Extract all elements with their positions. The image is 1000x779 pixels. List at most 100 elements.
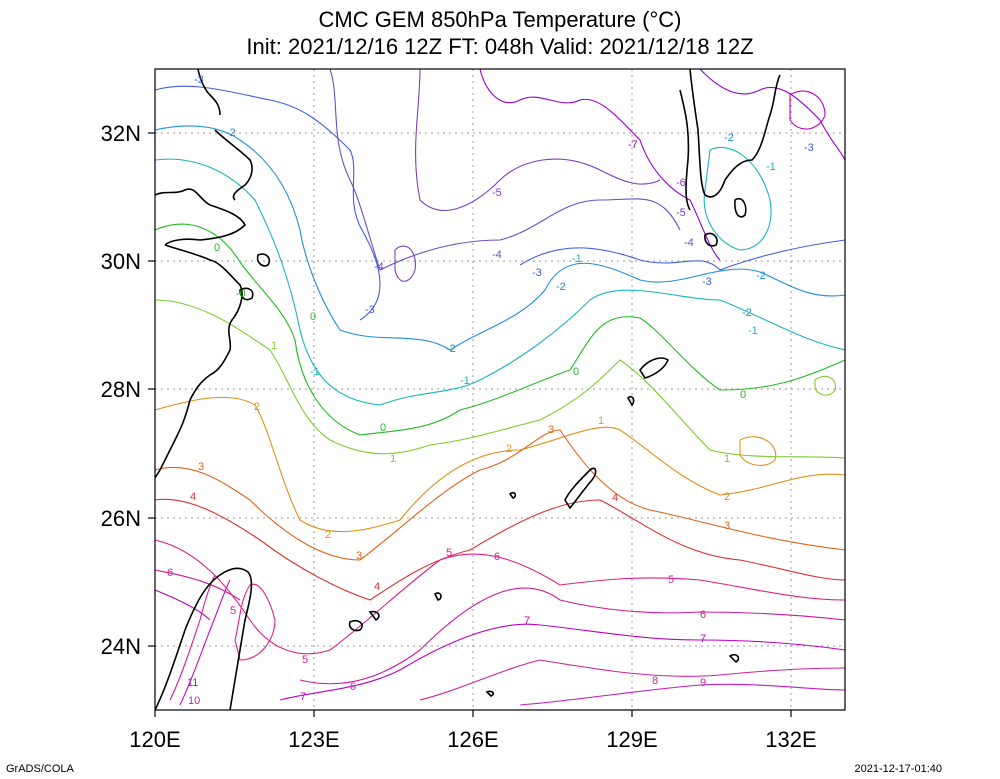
coast-china-mainland (155, 69, 253, 479)
svg-text:6: 6 (700, 609, 706, 621)
svg-text:-2: -2 (724, 132, 734, 144)
y-tick-24n: 24N (101, 634, 141, 659)
contour-minus-1 (155, 158, 845, 406)
svg-text:6: 6 (494, 551, 500, 563)
svg-text:6: 6 (167, 567, 173, 579)
svg-text:3: 3 (548, 424, 554, 436)
svg-text:4: 4 (374, 581, 380, 593)
svg-text:5: 5 (230, 605, 236, 617)
contour-six (155, 569, 845, 685)
footer-software-label: GrADS/COLA (6, 763, 74, 775)
svg-text:-3: -3 (532, 267, 542, 279)
coast-amami (639, 357, 669, 379)
title-line-1: CMC GEM 850hPa Temperature (°C) (318, 7, 682, 32)
svg-text:7: 7 (700, 633, 706, 645)
contour-upper-violet (329, 69, 681, 271)
contour-taiwan-dense-1 (169, 574, 216, 701)
contour-closed-1 (703, 146, 772, 251)
svg-text:0: 0 (380, 422, 386, 434)
svg-text:-6: -6 (676, 177, 686, 189)
svg-text:-2: -2 (446, 343, 456, 355)
svg-text:1: 1 (390, 453, 396, 465)
svg-text:-4: -4 (684, 237, 694, 249)
coast-kyushu-west (679, 89, 691, 211)
svg-text:-0: -0 (236, 288, 246, 300)
svg-text:7: 7 (524, 615, 530, 627)
x-tick-126e: 126E (447, 727, 498, 752)
contour-four (155, 498, 845, 601)
svg-text:5: 5 (446, 547, 452, 559)
svg-text:-3: -3 (702, 276, 712, 288)
contour-labels: -3 -2 0 -0 0 1 -1 2 3 4 6 5 11 10 5 6 7 … (167, 74, 814, 707)
svg-text:-5: -5 (492, 187, 502, 199)
svg-text:-2: -2 (756, 270, 766, 282)
svg-text:-7: -7 (628, 139, 638, 151)
contour-upper-indigo (415, 69, 661, 211)
svg-text:4: 4 (190, 491, 196, 503)
svg-text:-3: -3 (194, 74, 204, 86)
coast-kyushu (689, 69, 781, 198)
svg-text:-1: -1 (460, 375, 470, 387)
svg-text:9: 9 (700, 677, 706, 689)
title-line-2: Init: 2021/12/16 12Z FT: 048h Valid: 202… (246, 34, 754, 59)
svg-text:-3: -3 (804, 142, 814, 154)
coast-tanegashima (704, 197, 747, 247)
svg-text:0: 0 (214, 242, 220, 254)
x-tick-120e: 120E (129, 727, 180, 752)
y-tick-26n: 26N (101, 506, 141, 531)
svg-text:-3: -3 (365, 304, 375, 316)
coast-okinawa (564, 467, 597, 510)
coast-small-islands (348, 395, 740, 697)
svg-text:6: 6 (350, 681, 356, 693)
svg-text:1: 1 (598, 415, 604, 427)
coast-china-islands (239, 253, 271, 301)
svg-text:2: 2 (254, 401, 260, 413)
contour-eight (419, 659, 845, 701)
svg-text:2: 2 (724, 491, 730, 503)
svg-text:5: 5 (302, 654, 308, 666)
svg-text:2: 2 (325, 529, 331, 541)
svg-text:-5: -5 (676, 207, 686, 219)
x-tick-132e: 132E (765, 727, 816, 752)
contour-nine (519, 683, 845, 706)
contour-taiwan-dense-3 (234, 583, 276, 661)
contour-minus-2 (155, 125, 845, 351)
contour-zero (155, 223, 845, 436)
contour-upper-purple (479, 69, 845, 261)
tick-marks (148, 132, 792, 717)
svg-text:0: 0 (573, 366, 579, 378)
svg-text:0: 0 (740, 389, 746, 401)
svg-text:3: 3 (724, 520, 730, 532)
contour-closed-5 (739, 436, 777, 466)
svg-text:3: 3 (198, 461, 204, 473)
svg-text:7: 7 (300, 691, 306, 703)
y-tick-32n: 32N (101, 121, 141, 146)
y-tick-30n: 30N (101, 249, 141, 274)
contour-taiwan-dense-2 (179, 579, 231, 706)
svg-text:-2: -2 (742, 307, 752, 319)
contour-closed-4 (394, 245, 416, 282)
contour-closed-3 (814, 375, 836, 396)
x-tick-123e: 123E (288, 727, 339, 752)
contour-two (155, 396, 845, 533)
contour-one (155, 299, 845, 459)
map-title: CMC GEM 850hPa Temperature (°C) Init: 20… (0, 6, 1000, 60)
svg-text:3: 3 (356, 550, 362, 562)
svg-text:-1: -1 (748, 325, 758, 337)
svg-text:8: 8 (652, 675, 658, 687)
x-tick-129e: 129E (606, 727, 657, 752)
svg-text:-1: -1 (572, 253, 582, 265)
svg-text:-1: -1 (766, 161, 776, 173)
svg-text:2: 2 (506, 443, 512, 455)
svg-text:1: 1 (724, 453, 730, 465)
svg-text:-2: -2 (226, 127, 236, 139)
contour-seven (155, 589, 845, 701)
contour-lines (155, 69, 845, 706)
contour-minus-3 (155, 85, 845, 321)
svg-text:10: 10 (188, 695, 200, 707)
axis-labels: 120E 123E 126E 129E 132E 32N 30N 28N 26N… (101, 121, 817, 752)
svg-text:-4: -4 (492, 249, 502, 261)
svg-text:-2: -2 (556, 281, 566, 293)
svg-text:-4: -4 (374, 261, 384, 273)
